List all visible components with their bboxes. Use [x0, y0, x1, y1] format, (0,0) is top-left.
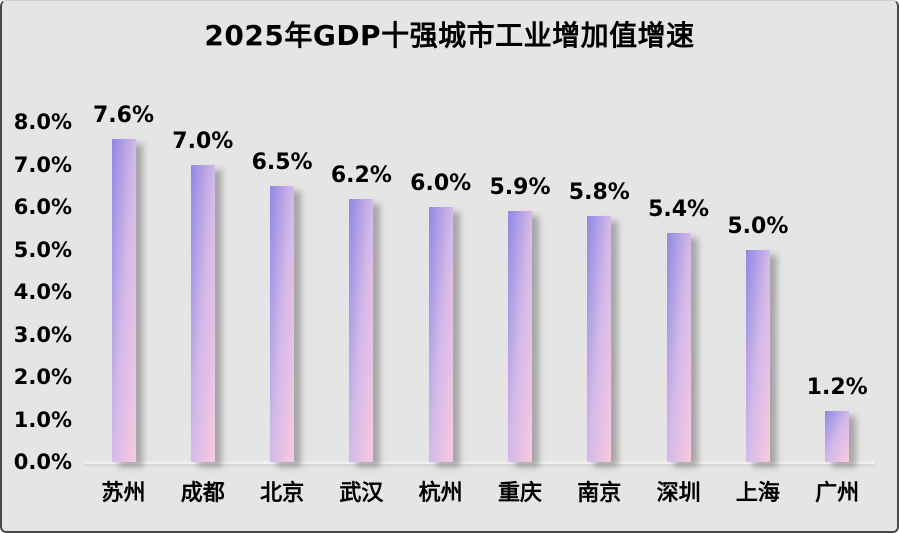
- x-axis-label-4: 杭州: [418, 481, 463, 506]
- y-axis-tick-6: 6.0%: [13, 195, 72, 219]
- x-axis-label-0: 苏州: [101, 481, 146, 506]
- bar-3: [349, 198, 374, 462]
- bar-4: [428, 207, 453, 462]
- bar-value-label-3: 6.2%: [330, 162, 392, 188]
- x-axis-label-8: 上海: [735, 481, 780, 506]
- bar-value-label-2: 6.5%: [251, 149, 313, 175]
- bar-7: [666, 232, 691, 462]
- chart-title: 2025年GDP十强城市工业增加值增速: [204, 19, 695, 52]
- bar-2: [270, 185, 295, 462]
- x-axis-label-5: 重庆: [497, 481, 542, 506]
- y-axis-tick-1: 1.0%: [13, 407, 72, 432]
- bar-value-label-5: 5.9%: [489, 175, 551, 201]
- bar-value-label-8: 5.0%: [727, 213, 789, 239]
- bar-8: [745, 249, 770, 462]
- bar-value-label-6: 5.8%: [568, 179, 630, 205]
- y-axis-tick-5: 5.0%: [13, 237, 72, 262]
- bar-9: [825, 411, 850, 462]
- x-axis-label-3: 武汉: [339, 481, 384, 506]
- bar-0: [111, 139, 136, 462]
- bar-value-label-1: 7.0%: [172, 128, 234, 154]
- x-axis-label-7: 深圳: [656, 481, 701, 506]
- y-axis-tick-8: 8.0%: [13, 110, 72, 134]
- y-axis-tick-3: 3.0%: [13, 322, 72, 347]
- y-axis-tick-4: 4.0%: [13, 280, 72, 304]
- bar-value-label-9: 1.2%: [806, 375, 868, 400]
- y-axis-tick-7: 7.0%: [13, 152, 72, 177]
- bar-value-label-0: 7.6%: [92, 103, 154, 128]
- bar-6: [587, 215, 612, 462]
- bar-5: [508, 211, 532, 462]
- x-axis-label-1: 成都: [180, 481, 225, 506]
- x-axis-line: [84, 461, 874, 464]
- bar-value-label-7: 5.4%: [648, 196, 710, 222]
- x-axis-label-9: 广州: [815, 481, 860, 506]
- y-axis-tick-0: 0.0%: [13, 450, 72, 474]
- y-axis-tick-2: 2.0%: [13, 365, 72, 389]
- bar-1: [190, 164, 215, 462]
- bar-value-label-4: 6.0%: [410, 171, 472, 196]
- x-axis-label-2: 北京: [260, 481, 305, 506]
- x-axis-label-6: 南京: [577, 481, 622, 506]
